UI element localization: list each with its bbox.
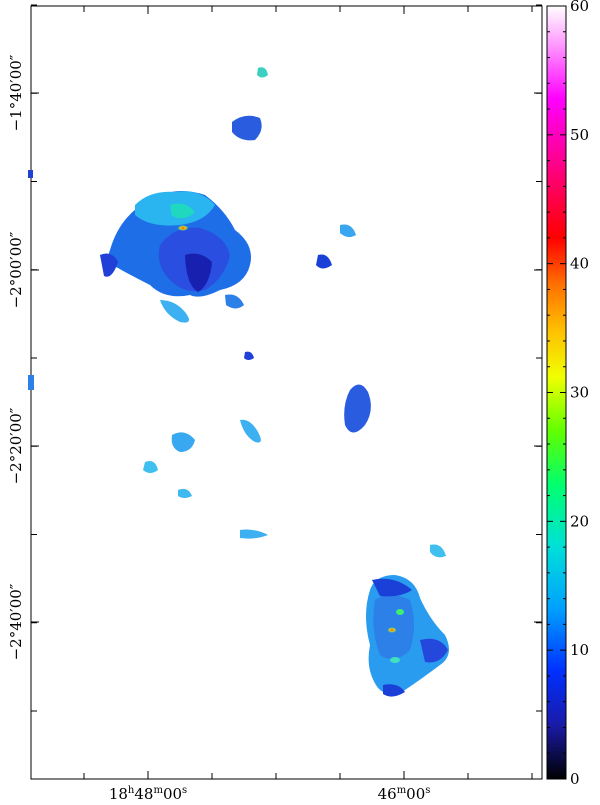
dec-axis-ticks [31,4,542,712]
colorbar: 60 50 40 30 20 10 0 [546,0,589,788]
dec-label-0: −1°40′00″ [7,54,25,131]
colorbar-label: 50 [570,126,589,144]
ra-label-0-m-unit: m [153,785,163,796]
ra-label-0-h-unit: h [128,785,135,796]
colorbar-label: 60 [570,0,589,15]
colorbar-ticks [547,5,566,780]
colorbar-label: 10 [570,641,589,659]
ra-label-1-minutes: 46 [378,785,397,803]
ra-label-0: 18h48m00s [109,785,187,803]
dec-label-2: −2°20′00″ [7,407,25,484]
ra-label-1-m-unit: m [397,785,407,796]
map-frame [30,5,543,780]
ra-label-0-seconds: 00 [163,785,182,803]
ra-axis-ticks [83,6,533,779]
colorbar-label: 40 [570,255,589,273]
emission-map [28,67,449,697]
ra-label-1: 46m00s [378,785,431,803]
colorbar-label: 20 [570,512,589,530]
colorbar-labels: 60 50 40 30 20 10 0 [570,0,589,788]
ra-label-0-s-unit: s [182,785,187,796]
ra-label-0-hours: 18 [109,785,128,803]
ra-label-1-seconds: 00 [406,785,425,803]
ra-label-1-s-unit: s [425,785,430,796]
colorbar-label: 0 [570,770,580,788]
ra-label-0-minutes: 48 [134,785,153,803]
dec-label-1: −2°00′00″ [7,231,25,308]
colorbar-label: 30 [570,384,589,402]
dec-label-3: −2°40′00″ [7,583,25,660]
